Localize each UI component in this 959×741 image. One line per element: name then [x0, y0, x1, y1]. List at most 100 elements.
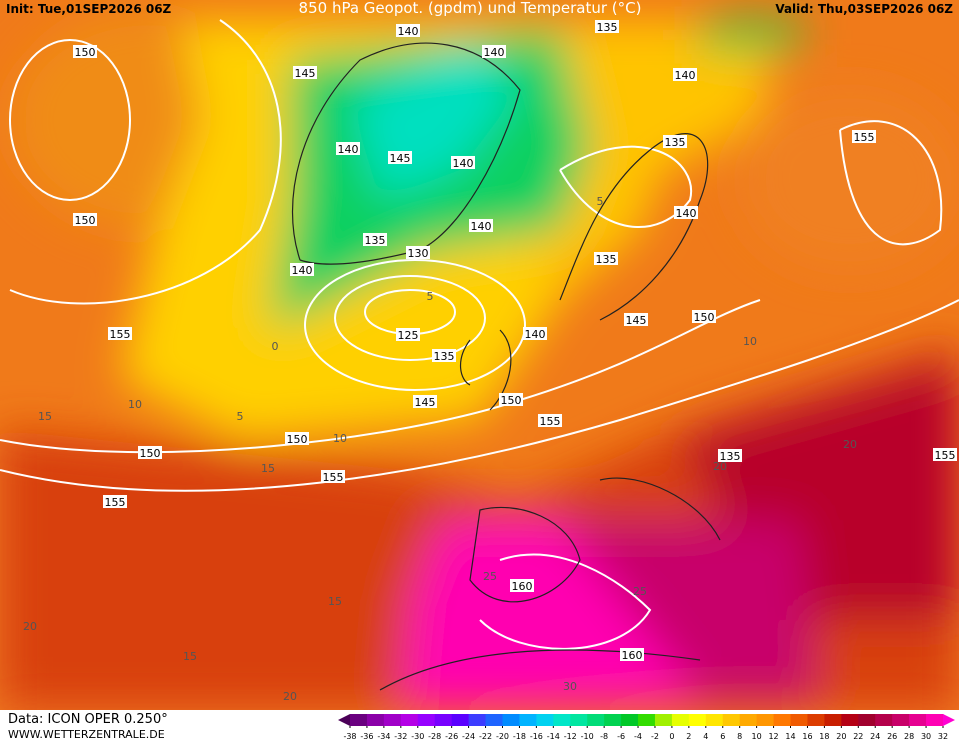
colorbar-cell [366, 714, 385, 726]
colorbar-cell [926, 714, 944, 726]
label-box [290, 263, 314, 276]
colorbar-label: -36 [360, 732, 373, 741]
geopotential-label: 140 [676, 207, 697, 220]
colorbar-label: -20 [496, 732, 509, 741]
colorbar-cell [875, 714, 893, 726]
colorbar-label: 26 [887, 732, 897, 741]
colorbar-cell [434, 714, 453, 726]
label-box [482, 45, 506, 58]
label-box [321, 470, 345, 483]
colorbar-cell [638, 714, 656, 726]
geopotential-label: 145 [295, 67, 316, 80]
coastlines [291, 42, 721, 691]
geopotential-label: 130 [408, 247, 429, 260]
temperature-field [0, 10, 959, 710]
label-box [499, 393, 523, 406]
temperature-label: 5 [427, 290, 434, 303]
colorbar-label: 32 [938, 732, 948, 741]
colorbar-cell [417, 714, 436, 726]
label-box [692, 310, 716, 323]
geopotential-label: 150 [501, 394, 522, 407]
temperature-label: 15 [183, 650, 197, 663]
label-box [138, 446, 162, 459]
label-box [620, 648, 644, 661]
colorbar-label: 28 [904, 732, 914, 741]
colorbar-cell [621, 714, 639, 726]
colorbar-label: -16 [530, 732, 543, 741]
geopotential-label: 140 [525, 328, 546, 341]
label-box [336, 142, 360, 155]
colorbar-label: 18 [819, 732, 829, 741]
label-box [523, 327, 547, 340]
temperature-label: 15 [328, 595, 342, 608]
geopotential-label: 160 [622, 649, 643, 662]
temperature-label: 10 [128, 398, 142, 411]
geopotential-label: 145 [415, 396, 436, 409]
label-box [673, 68, 697, 81]
temperature-label: 15 [261, 462, 275, 475]
geopotential-label: 150 [140, 447, 161, 460]
label-box [663, 135, 687, 148]
colorbar-cell [485, 714, 503, 726]
colorbar-label: -14 [547, 732, 560, 741]
colorbar-cell [705, 714, 724, 726]
geopotential-label: 135 [597, 21, 618, 34]
temperature-label: 0 [272, 340, 279, 353]
label-box [285, 432, 309, 445]
label-box [852, 130, 876, 143]
colorbar-label: 12 [768, 732, 778, 741]
label-box [108, 327, 132, 340]
colorbar-cell [909, 714, 927, 726]
geopotential-label: 140 [471, 220, 492, 233]
colorbar-cell [536, 714, 554, 726]
geopotential-label: 155 [540, 415, 561, 428]
temperature-label: 20 [843, 438, 857, 451]
website: WWW.WETTERZENTRALE.DE [8, 728, 165, 741]
colorbar-cell [383, 714, 402, 726]
colorbar-label: -6 [617, 732, 625, 741]
colorbar-cell [892, 714, 910, 726]
colorbar-cell [739, 714, 758, 726]
colorbar-label: -18 [513, 732, 526, 741]
colorbar-cell [502, 714, 520, 726]
geopotential-label: 140 [338, 143, 359, 156]
colorbar-cell [773, 714, 792, 726]
geopotential-label: 155 [323, 471, 344, 484]
colorbar-label: 14 [785, 732, 795, 741]
colorbar-label: 16 [802, 732, 812, 741]
temperature-label: 20 [23, 620, 37, 633]
label-box [451, 156, 475, 169]
colorbar-cell [400, 714, 419, 726]
temperature-label: 5 [597, 195, 604, 208]
colorbar-cell [807, 714, 825, 726]
colorbar-label: -32 [394, 732, 407, 741]
geopotential-label: 135 [720, 450, 741, 463]
colorbar-label: -10 [581, 732, 594, 741]
geopotential-label: 135 [365, 234, 386, 247]
geopotential-label: 150 [75, 214, 96, 227]
temperature-label: 10 [333, 432, 347, 445]
data-source: Data: ICON OPER 0.250° [8, 712, 168, 727]
colorbar-under [338, 714, 350, 726]
geopotential-label: 150 [75, 46, 96, 59]
temperature-label: 20 [283, 690, 297, 703]
label-box [933, 448, 957, 461]
colorbar-label: 2 [686, 732, 691, 741]
colorbar-cell [790, 714, 808, 726]
geopotential-label: 155 [105, 496, 126, 509]
colorbar-label: 0 [669, 732, 674, 741]
label-box [674, 206, 698, 219]
label-box [432, 349, 456, 362]
label-box [396, 328, 420, 341]
label-box [103, 495, 127, 508]
colorbar-cell [688, 714, 707, 726]
geopotential-label: 145 [390, 152, 411, 165]
colorbar-cell [553, 714, 571, 726]
geopotential-label: 150 [694, 311, 715, 324]
colorbar-label: -8 [600, 732, 608, 741]
colorbar-label: -24 [462, 732, 475, 741]
colorbar-label: -30 [411, 732, 424, 741]
colorbar-cell [519, 714, 537, 726]
